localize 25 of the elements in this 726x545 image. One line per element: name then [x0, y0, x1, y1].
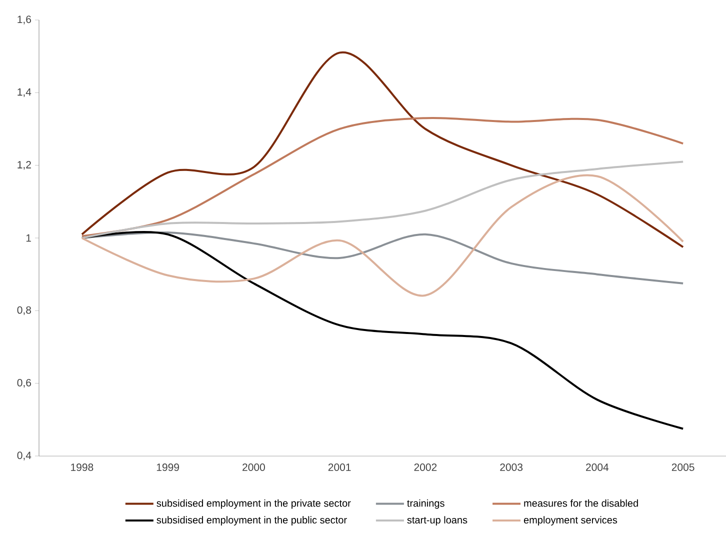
- y-tick-label: 0,4: [17, 452, 32, 460]
- line-series: [80, 160, 684, 239]
- y-tick-label: 1: [26, 234, 31, 242]
- legend-label: trainings: [407, 499, 444, 509]
- x-tick-label: 2000: [242, 464, 265, 471]
- x-tick-label: 1998: [71, 464, 94, 471]
- line-series: [80, 52, 684, 248]
- y-tick-label: 1,6: [18, 16, 32, 24]
- line-series: [80, 116, 684, 238]
- x-tick-label: 2002: [414, 464, 437, 471]
- legend-label: subsidised employment in the private sector: [156, 499, 351, 509]
- legend-label: subsidised employment in the public sector: [156, 516, 347, 526]
- x-tick-label: 2003: [500, 464, 523, 471]
- x-tick-label: 1999: [156, 464, 179, 471]
- line-series: [80, 174, 684, 296]
- y-tick-label: 0,6: [17, 378, 32, 388]
- x-tick-label: 2004: [586, 464, 609, 471]
- legend-label: start-up loans: [407, 516, 468, 526]
- y-tick-label: 1,4: [18, 88, 32, 97]
- x-tick-label: 2005: [672, 464, 694, 471]
- legend-label: employment services: [524, 516, 618, 526]
- y-tick-label: 1,2: [18, 160, 31, 170]
- y-tick-label: 0,8: [17, 306, 32, 315]
- x-tick-label: 2001: [328, 464, 351, 471]
- legend-label: measures for the disabled: [524, 499, 638, 507]
